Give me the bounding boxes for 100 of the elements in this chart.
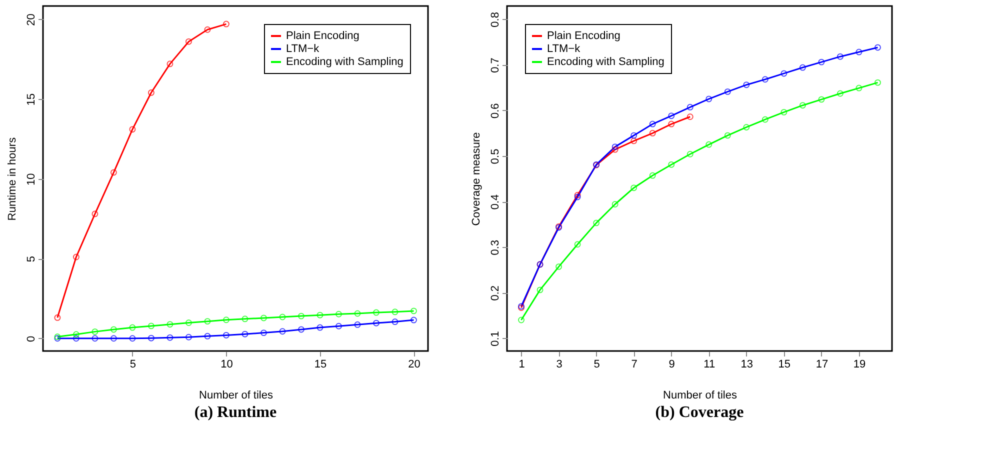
point [724,88,731,95]
point [204,332,211,340]
point [706,96,712,102]
x-tick-label: 5 [130,358,136,370]
point [612,201,618,208]
point [649,130,656,136]
point [148,89,154,96]
y-tick-label: 0.8 [490,12,502,28]
legend-label: LTM−k [547,43,581,55]
point [185,334,192,340]
y-tick-label: 0.6 [490,103,502,119]
point [373,320,380,326]
y-tick-label: 0 [26,336,38,342]
point [743,82,750,88]
x-tick-label: 7 [631,358,638,370]
x-tick-label: 1 [518,358,525,370]
point [166,60,174,68]
point [392,318,398,326]
point [536,286,544,294]
point [148,322,154,330]
point [129,126,136,133]
y-tick-label: 15 [26,93,38,106]
point [110,169,117,176]
x-tick-label: 10 [220,358,233,370]
point [856,48,862,56]
point [260,330,267,336]
x-tick-label: 15 [314,358,327,370]
y-tick-label: 0.7 [490,58,502,73]
point [129,335,136,342]
point [204,318,211,325]
point [110,326,117,333]
point [298,326,304,333]
point [780,70,788,77]
point [780,108,788,116]
point [836,53,844,60]
point [612,144,618,150]
point [129,324,136,331]
point [166,334,174,341]
point [593,220,600,226]
point [556,263,562,270]
point [668,120,675,128]
text: (a) Runtime [194,404,277,421]
point [92,335,98,342]
point [298,312,304,320]
x-axis-title: Number of tiles [199,390,274,402]
point [743,124,750,130]
point [185,38,192,45]
point [668,112,675,120]
y-tick-label: 10 [26,173,38,186]
point [72,331,80,338]
x-tick-label: 13 [740,358,754,370]
legend-label: Encoding with Sampling [547,56,664,68]
legend-label: Encoding with Sampling [286,56,404,68]
point [279,314,286,320]
point [222,332,230,338]
point [373,309,380,316]
y-tick-label: 0.2 [490,286,502,301]
point [316,312,324,318]
point [92,210,98,218]
point [686,104,694,110]
legend-label: Plain Encoding [547,30,620,42]
point [856,84,862,92]
x-tick-label: 17 [816,358,828,370]
x-tick-label: 11 [704,358,716,370]
point [260,314,267,322]
legend-label: LTM−k [286,43,320,55]
x-tick-label: 15 [778,358,791,370]
point [818,96,825,103]
point [612,146,618,153]
point [335,322,342,330]
point [762,76,768,83]
point [242,316,248,322]
point [630,184,638,192]
point [762,116,768,123]
y-axis-title: Runtime in hours [6,136,18,221]
x-tick-label: 9 [668,358,675,370]
y-tick-label: 20 [26,14,38,26]
point [222,316,230,324]
point [630,132,638,139]
x-tick-label: 19 [853,358,866,370]
point [166,321,174,328]
x-tick-label: 3 [556,358,562,370]
y-tick-label: 0.1 [490,331,502,346]
point [649,120,656,128]
y-axis-title: Coverage measure [470,132,482,226]
point [354,321,361,328]
x-tick-label: 5 [594,358,600,370]
point [354,310,361,317]
point [392,308,398,316]
point [185,320,192,326]
y-tick-label: 0.5 [490,148,502,164]
point [279,328,286,335]
point [799,64,806,71]
legend-label: Plain Encoding [286,30,360,42]
point [799,102,806,109]
point [649,172,656,179]
text: (b) Coverage [655,404,744,421]
point [335,310,342,318]
point [72,335,80,342]
point [242,330,248,338]
